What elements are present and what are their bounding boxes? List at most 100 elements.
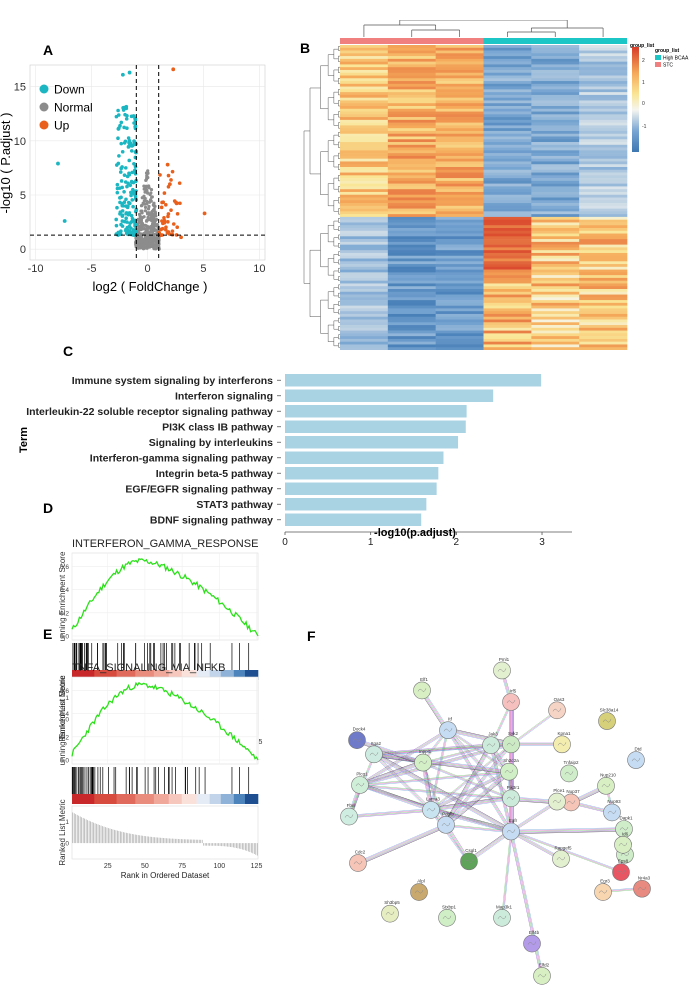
network-edge xyxy=(356,741,423,765)
heatmap-cell xyxy=(340,252,389,257)
heatmap-cell xyxy=(340,219,389,223)
heatmap-cell xyxy=(483,136,532,140)
enrichment-term-label: STAT3 pathway xyxy=(196,499,273,511)
gsea-es-tick-label: 0.4 xyxy=(60,587,69,594)
heatmap-cell xyxy=(340,153,389,157)
volcano-point-normal xyxy=(140,223,144,227)
heatmap-cell xyxy=(579,81,628,85)
volcano-point-down xyxy=(116,113,121,117)
network-node-label: Stxbp1 xyxy=(442,904,457,909)
heatmap-cell xyxy=(435,69,484,74)
network-node-structure-icon xyxy=(598,889,608,894)
heatmap-cell xyxy=(387,114,436,118)
network-edge xyxy=(423,745,492,764)
heatmap-cell xyxy=(579,53,628,57)
heatmap-cell xyxy=(531,139,580,143)
heatmap-cell xyxy=(387,78,436,82)
volcano-point-down xyxy=(122,200,127,205)
heatmap-cell xyxy=(340,258,389,262)
heatmap-cell xyxy=(483,241,532,245)
volcano-point-normal xyxy=(149,224,153,229)
network-edge xyxy=(509,831,541,977)
heatmap-cell xyxy=(483,225,532,229)
heatmap-cell xyxy=(579,69,628,74)
heatmap-cell xyxy=(340,175,389,179)
heatmap-cell xyxy=(435,53,484,57)
heatmap-cell xyxy=(387,203,436,207)
gsea-rank-colorbar-segment xyxy=(116,794,136,804)
volcano-point-normal xyxy=(152,247,156,251)
volcano-point-down xyxy=(116,136,120,141)
heatmap-cell xyxy=(531,86,580,90)
heatmap-cell xyxy=(531,175,580,179)
heatmap-cell xyxy=(340,327,389,331)
volcano-legend-label: Normal xyxy=(54,101,93,115)
heatmap-cell xyxy=(579,236,628,240)
heatmap-cell xyxy=(483,64,532,68)
heatmap-cell xyxy=(387,294,436,298)
network-edge xyxy=(430,770,509,809)
network-node-label: Fbnl xyxy=(347,803,356,808)
network-edge xyxy=(358,826,447,866)
heatmap-cell xyxy=(435,289,484,293)
heatmap-cell xyxy=(435,144,484,148)
heatmap-groupbar-title: group_list xyxy=(630,43,655,49)
heatmap-cell xyxy=(387,103,436,107)
heatmap-cell xyxy=(483,47,532,51)
heatmap-cell xyxy=(531,125,580,129)
heatmap-cell xyxy=(435,261,484,265)
heatmap-cell xyxy=(531,142,580,146)
volcano-point-normal xyxy=(137,244,141,249)
network-edge xyxy=(360,762,424,786)
volcano-xtick-label: -10 xyxy=(28,263,44,275)
heatmap-cell xyxy=(483,122,532,126)
heatmap-cell xyxy=(435,178,484,182)
heatmap-cell xyxy=(531,297,580,301)
volcano-point-down xyxy=(118,170,123,174)
heatmap-cell xyxy=(483,106,532,110)
heatmap-cell xyxy=(483,103,532,107)
volcano-point-down xyxy=(124,106,129,111)
heatmap-cell xyxy=(579,294,628,298)
heatmap-cell xyxy=(387,291,436,295)
heatmap-cell xyxy=(483,172,532,176)
heatmap-cell xyxy=(340,103,389,107)
heatmap-cell xyxy=(435,147,484,151)
volcano-point-normal xyxy=(153,244,157,248)
heatmap-cell xyxy=(387,289,436,293)
heatmap-cell xyxy=(435,175,484,179)
volcano-point-normal xyxy=(140,203,144,208)
gsea-es-ylabel: unning Enrichment Score xyxy=(58,675,67,765)
volcano-point-down xyxy=(62,219,67,223)
heatmap-cell xyxy=(387,191,436,196)
heatmap-groupbar-stc xyxy=(340,38,484,44)
heatmap-cell xyxy=(340,322,389,326)
network-node-structure-icon xyxy=(442,915,452,920)
heatmap-cell xyxy=(435,319,484,323)
network-node-label: Plce1 xyxy=(553,788,565,793)
heatmap-cell xyxy=(483,130,532,135)
heatmap-cell xyxy=(579,111,628,115)
heatmap-cell xyxy=(340,78,389,82)
network-node-structure-icon xyxy=(620,852,630,857)
heatmap-cell xyxy=(579,222,628,226)
heatmap-cell xyxy=(579,330,628,334)
heatmap-cell xyxy=(579,189,628,193)
gsea-xtick-label: 25 xyxy=(104,863,112,870)
heatmap-cell xyxy=(483,97,532,101)
volcano-point-normal xyxy=(141,215,145,220)
heatmap-cell xyxy=(387,347,436,350)
heatmap-cell xyxy=(579,214,628,218)
heatmap-cell xyxy=(579,264,628,268)
volcano-point-normal xyxy=(137,228,141,232)
heatmap-cell xyxy=(435,106,484,110)
heatmap-cell xyxy=(483,78,532,82)
heatmap-cell xyxy=(483,53,532,57)
gsea-es-tick-label: 0.6 xyxy=(60,688,69,695)
volcano-point-normal xyxy=(151,241,155,245)
heatmap-cell xyxy=(340,211,389,215)
volcano-point-normal xyxy=(146,233,150,237)
network-edge xyxy=(512,831,544,976)
volcano-point-down xyxy=(129,213,134,218)
network-node-label: Map3k1 xyxy=(496,904,513,909)
